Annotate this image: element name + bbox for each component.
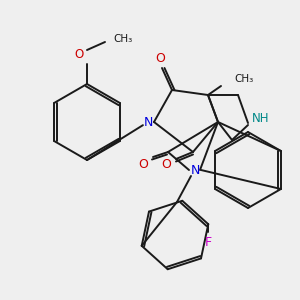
Text: O: O xyxy=(138,158,148,170)
Text: O: O xyxy=(161,158,171,172)
Text: O: O xyxy=(74,49,84,62)
Text: F: F xyxy=(205,236,212,249)
Text: O: O xyxy=(155,52,165,64)
Text: CH₃: CH₃ xyxy=(234,74,253,84)
Text: NH: NH xyxy=(252,112,269,125)
Text: CH₃: CH₃ xyxy=(113,34,132,44)
Text: N: N xyxy=(143,116,153,128)
Text: N: N xyxy=(190,164,200,176)
